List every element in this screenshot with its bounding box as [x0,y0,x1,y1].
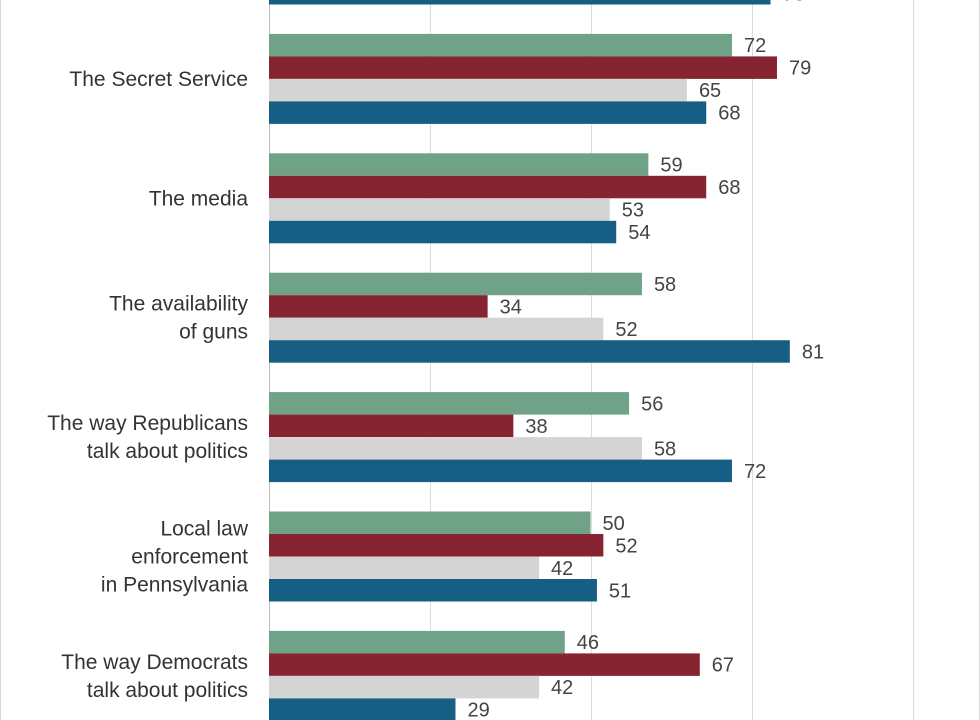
bar [269,340,790,363]
category-label: Local law [160,518,248,541]
bar [269,198,610,221]
bar [269,511,591,534]
bar [269,579,597,602]
value-label: 51 [609,580,631,602]
value-label: 53 [622,200,644,222]
category-label: of guns [179,321,248,344]
value-label: 56 [641,393,663,415]
category-label: in Pennsylvania [101,574,248,597]
value-label: 52 [615,535,637,557]
category-label: The way Republicans [47,412,248,435]
category-label: talk about politics [87,679,248,702]
value-label: 38 [525,416,547,438]
bar [269,630,565,654]
value-label: 59 [660,155,682,177]
bar [269,153,649,176]
bar [269,534,604,557]
value-label: 81 [802,341,824,363]
value-label: 78 [783,0,805,5]
bar [269,175,707,199]
bar [269,33,732,57]
value-label: 72 [744,35,766,57]
bar [269,295,488,318]
category-label: The media [149,187,249,210]
value-label: 72 [744,461,766,483]
bar [269,56,777,79]
value-label: 46 [577,632,599,654]
bar [269,272,642,296]
category-label: The way Democrats [61,651,248,674]
value-label: 42 [551,677,573,699]
value-label: 52 [615,319,637,341]
bar [269,653,700,676]
value-label: 42 [551,558,573,580]
value-label: 79 [789,58,811,80]
value-label: 34 [500,296,522,318]
bar [269,459,732,483]
bar [269,317,604,341]
value-labels: 7872796568596853545834528156385872505242… [467,0,824,720]
value-label: 54 [628,222,650,244]
value-label: 29 [467,700,489,720]
category-label: enforcement [131,546,248,569]
category-label: talk about politics [87,440,248,463]
category-label: The Secret Service [69,68,248,91]
bar [269,392,630,415]
bar [269,0,771,5]
value-label: 67 [712,655,734,677]
value-label: 65 [699,80,721,102]
value-label: 68 [718,177,740,199]
bar [269,101,707,124]
bar [269,556,540,579]
value-label: 58 [654,438,676,460]
bar [269,675,540,699]
value-label: 68 [718,103,740,125]
value-label: 50 [603,513,625,535]
bar [269,698,456,720]
value-label: 58 [654,274,676,296]
bars [269,0,790,720]
bar [269,437,642,460]
bar [269,78,687,102]
bar [269,220,617,244]
category-label: The availability [109,293,248,316]
category-labels: The Secret Service The media The availabil… [47,68,249,702]
bar [269,414,514,438]
